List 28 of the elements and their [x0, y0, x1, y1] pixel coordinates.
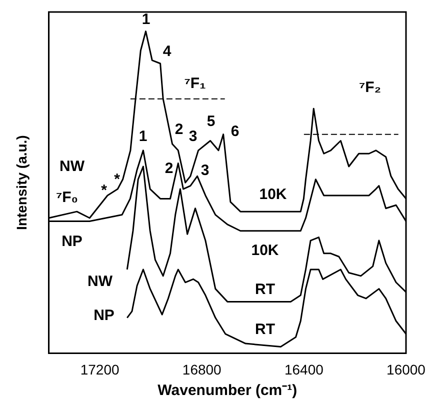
annotation: ⁷F₂	[358, 79, 382, 96]
annotation: RT	[255, 321, 275, 338]
annotation: 6	[230, 123, 240, 140]
annotation: 1	[138, 128, 148, 146]
annotation: *	[114, 171, 120, 188]
x-tick-label: 16000	[386, 361, 426, 378]
annotation: 3	[200, 162, 210, 180]
y-axis-title: Intensity (a.u.)	[13, 135, 30, 230]
x-tick-label: 16800	[182, 361, 222, 378]
annotation: NP	[94, 307, 114, 324]
annotation: 2	[174, 121, 184, 138]
annotation: NP	[62, 233, 82, 250]
annotation: 10K	[259, 186, 287, 204]
x-tick-label: 17200	[80, 361, 120, 378]
text: 1	[142, 11, 150, 28]
annotation: RT	[255, 281, 275, 298]
annotation: ⁷F₀	[56, 189, 78, 206]
x-axis-title: Wavenumber (cm⁻¹)	[158, 382, 298, 400]
annotation: NW	[60, 158, 86, 176]
annotation: 3	[188, 128, 198, 146]
annotation: 10K	[251, 242, 279, 260]
x-tick-label: 16400	[284, 361, 324, 378]
annotation: 2	[164, 160, 174, 178]
annotation: 4	[162, 43, 172, 60]
annotation: 5	[206, 113, 216, 130]
annotation: *	[101, 182, 108, 200]
annotation: ⁷F₁	[184, 75, 206, 92]
annotation: NW	[88, 273, 114, 290]
